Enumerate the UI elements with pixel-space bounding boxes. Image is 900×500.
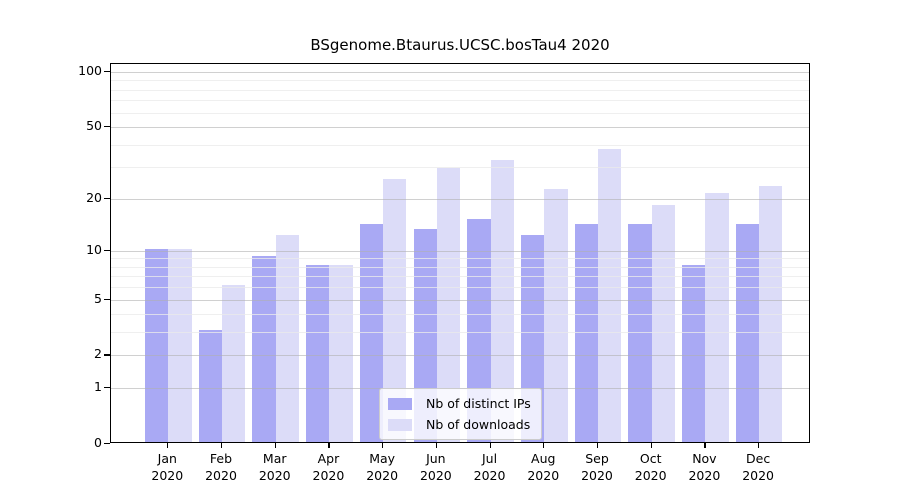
x-tick-mark — [543, 443, 545, 448]
gridline-major — [111, 355, 809, 357]
bar-distinct-ips-nov — [682, 264, 706, 442]
x-tick-label-mar: Mar 2020 — [258, 451, 291, 483]
y-tick-mark — [104, 443, 110, 445]
plot-area: Nb of distinct IPs Nb of downloads — [110, 63, 810, 443]
gridline-major — [111, 299, 809, 301]
bar-downloads-jul — [490, 160, 514, 442]
x-tick-label-dec: Dec 2020 — [742, 451, 775, 483]
y-tick-label: 50 — [86, 118, 102, 134]
y-tick-label: 20 — [86, 189, 102, 205]
gridline-minor — [111, 100, 809, 102]
x-tick-label-oct: Oct 2020 — [634, 451, 667, 483]
y-tick-mark — [104, 298, 110, 300]
x-tick-label-sep: Sep 2020 — [581, 451, 613, 483]
legend-label-downloads: Nb of downloads — [426, 417, 531, 432]
bar-distinct-ips-feb — [198, 330, 222, 442]
gridline-major — [111, 250, 809, 252]
y-tick-label: 2 — [94, 346, 102, 362]
bar-distinct-ips-jul — [467, 218, 491, 442]
gridline-major — [111, 127, 809, 129]
x-tick-mark — [596, 443, 599, 448]
x-tick-label-jan: Jan 2020 — [151, 451, 184, 483]
x-tick-mark — [328, 443, 330, 448]
x-tick-mark — [274, 443, 276, 448]
gridline-minor — [111, 112, 809, 114]
bar-downloads-aug — [544, 189, 568, 442]
bar-distinct-ips-mar — [252, 256, 276, 442]
y-tick-label: 100 — [78, 62, 102, 78]
x-tick-label-jul: Jul 2020 — [473, 451, 506, 483]
y-tick-label: 0 — [94, 435, 102, 450]
x-tick-mark — [221, 443, 223, 448]
gridline-minor — [111, 80, 809, 82]
bar-downloads-oct — [651, 204, 676, 442]
gridline-major — [111, 71, 809, 73]
bar-downloads-jan — [168, 248, 192, 442]
y-tick-mark — [104, 354, 110, 356]
x-tick-label-feb: Feb 2020 — [205, 451, 237, 483]
gridline-minor — [111, 287, 809, 289]
y-tick-label: 10 — [86, 241, 102, 257]
bar-downloads-may — [383, 179, 407, 442]
y-tick-label: 1 — [94, 379, 102, 395]
x-tick-mark — [758, 443, 760, 448]
x-tick-mark — [650, 443, 652, 448]
gridline-major — [111, 198, 809, 200]
y-tick-label: 5 — [94, 290, 102, 306]
chart-title: BSgenome.Btaurus.UCSC.bosTau4 2020 — [310, 36, 610, 54]
gridline-minor — [111, 332, 809, 334]
bar-distinct-ips-jan — [144, 248, 169, 442]
gridline-minor — [111, 276, 809, 278]
x-tick-label-jun: Jun 2020 — [419, 451, 452, 483]
y-tick-mark — [104, 387, 110, 389]
legend-item-downloads: Nb of downloads — [388, 417, 531, 432]
x-tick-mark — [435, 443, 438, 448]
bar-downloads-apr — [329, 264, 353, 442]
y-tick-mark — [104, 126, 110, 128]
bar-downloads-sep — [597, 148, 622, 442]
legend-item-distinct-ips: Nb of distinct IPs — [388, 396, 531, 411]
bar-downloads-nov — [705, 192, 729, 442]
y-tick-mark — [104, 249, 110, 251]
gridline-minor — [111, 258, 809, 260]
y-tick-mark — [104, 197, 110, 199]
gridline-minor — [111, 167, 809, 169]
bar-distinct-ips-apr — [306, 264, 330, 442]
bar-downloads-mar — [275, 235, 300, 442]
bar-downloads-dec — [759, 185, 783, 442]
gridline-minor — [111, 266, 809, 268]
x-tick-label-may: May 2020 — [366, 451, 399, 483]
x-tick-mark — [704, 443, 706, 448]
bar-downloads-jun — [436, 167, 461, 442]
legend-label-distinct-ips: Nb of distinct IPs — [426, 396, 531, 411]
x-tick-mark — [382, 443, 384, 448]
gridline-minor — [111, 144, 809, 146]
x-tick-label-apr: Apr 2020 — [312, 451, 345, 483]
y-tick-mark — [104, 70, 110, 73]
x-tick-mark — [167, 443, 169, 448]
x-tick-label-aug: Aug 2020 — [527, 451, 560, 483]
legend: Nb of distinct IPs Nb of downloads — [379, 388, 542, 440]
gridline-minor — [111, 314, 809, 316]
legend-swatch-downloads — [388, 418, 412, 431]
x-tick-mark — [489, 443, 491, 448]
gridline-minor — [111, 89, 809, 91]
legend-swatch-distinct-ips — [388, 397, 412, 410]
bar-downloads-feb — [222, 285, 246, 442]
x-tick-label-nov: Nov 2020 — [688, 451, 721, 483]
